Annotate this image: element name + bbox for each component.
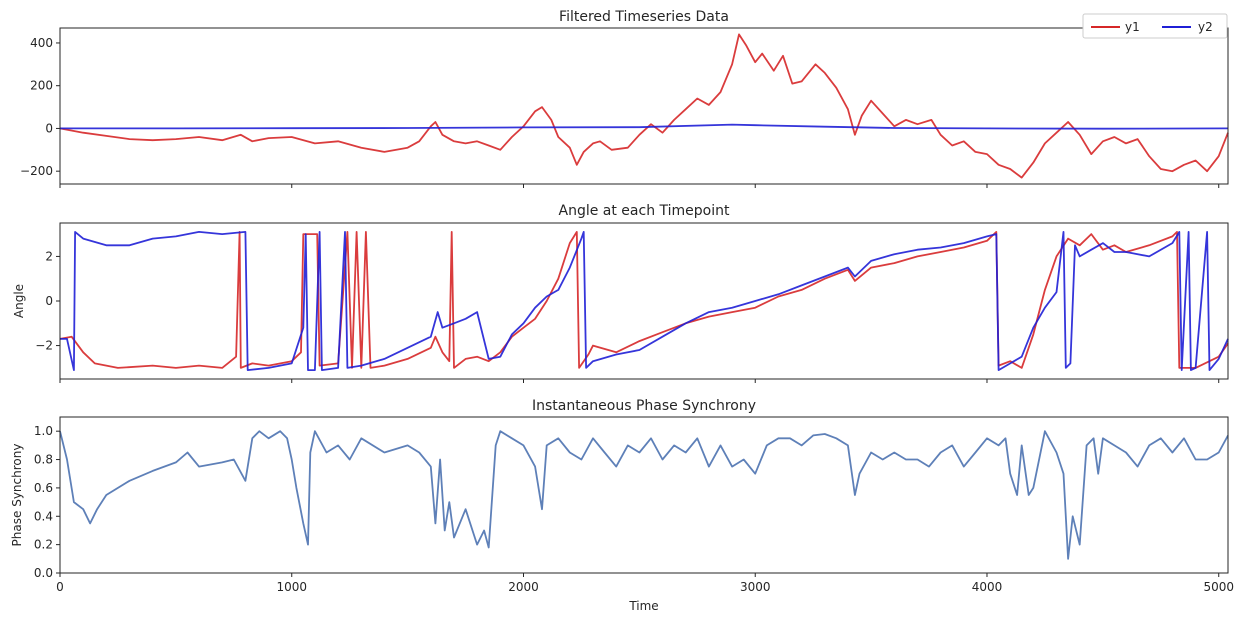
y-tick-label: 0.0 bbox=[34, 566, 53, 580]
y-tick-label: 0 bbox=[45, 294, 53, 308]
x-tick-label: 1000 bbox=[276, 580, 307, 594]
plot-frame bbox=[59, 416, 1229, 574]
legend-label-y2: y2 bbox=[1198, 20, 1213, 34]
y-tick-label: 200 bbox=[30, 79, 53, 93]
panel-angle: Angle at each Timepoint 2 0 −2 Angle bbox=[12, 203, 1229, 383]
x-tick-label: 5000 bbox=[1203, 580, 1234, 594]
series-line-y2 bbox=[60, 123, 1229, 130]
y-tick-label: 0.6 bbox=[34, 481, 53, 495]
panel-filtered-timeseries: Filtered Timeseries Data 400 200 0 −200 y1 … bbox=[20, 9, 1229, 188]
y-tick-label: 2 bbox=[45, 249, 53, 263]
y-tick-label: −2 bbox=[35, 339, 53, 353]
y-axis-label: Phase Synchrony bbox=[10, 444, 24, 547]
series-line-y1 bbox=[59, 33, 1229, 179]
y-tick-label: −200 bbox=[20, 164, 53, 178]
y-tick-label: 0 bbox=[45, 121, 53, 135]
plot-frame bbox=[59, 222, 1229, 380]
axis-layer: 2 0 −2 bbox=[35, 249, 1220, 383]
y-tick-label: 0.4 bbox=[34, 509, 53, 523]
axis-layer: 1.0 0.8 0.6 0.4 0.2 0.00 1000 2000 3000 4000 5000 bbox=[34, 424, 1234, 594]
x-tick-label: 0 bbox=[56, 580, 64, 594]
series-line-y2 bbox=[60, 231, 1229, 371]
series-layer bbox=[59, 33, 1229, 179]
panel-phase-synchrony: Instantaneous Phase Synchrony 1.0 0.8 0.6 0… bbox=[10, 398, 1234, 613]
series-line-synchrony bbox=[59, 430, 1229, 560]
series-layer bbox=[59, 430, 1229, 560]
axis-layer: 400 200 0 −200 bbox=[20, 36, 1220, 188]
plot-frame bbox=[59, 27, 1229, 185]
panel-title: Filtered Timeseries Data bbox=[559, 9, 729, 25]
y-axis-label: Angle bbox=[12, 284, 26, 318]
legend: y1 y2 bbox=[1082, 13, 1228, 39]
panel-title: Angle at each Timepoint bbox=[559, 203, 730, 219]
y-tick-label: 400 bbox=[30, 36, 53, 50]
series-layer bbox=[59, 231, 1229, 371]
legend-box bbox=[1082, 13, 1228, 39]
y-tick-label: 0.8 bbox=[34, 453, 53, 467]
x-axis-label: Time bbox=[628, 599, 658, 613]
panel-title: Instantaneous Phase Synchrony bbox=[532, 398, 756, 414]
x-tick-label: 3000 bbox=[740, 580, 771, 594]
legend-label-y1: y1 bbox=[1125, 20, 1140, 34]
y-tick-label: 1.0 bbox=[34, 424, 53, 438]
y-tick-label: 0.2 bbox=[34, 538, 53, 552]
x-tick-label: 4000 bbox=[972, 580, 1003, 594]
x-tick-label: 2000 bbox=[508, 580, 539, 594]
